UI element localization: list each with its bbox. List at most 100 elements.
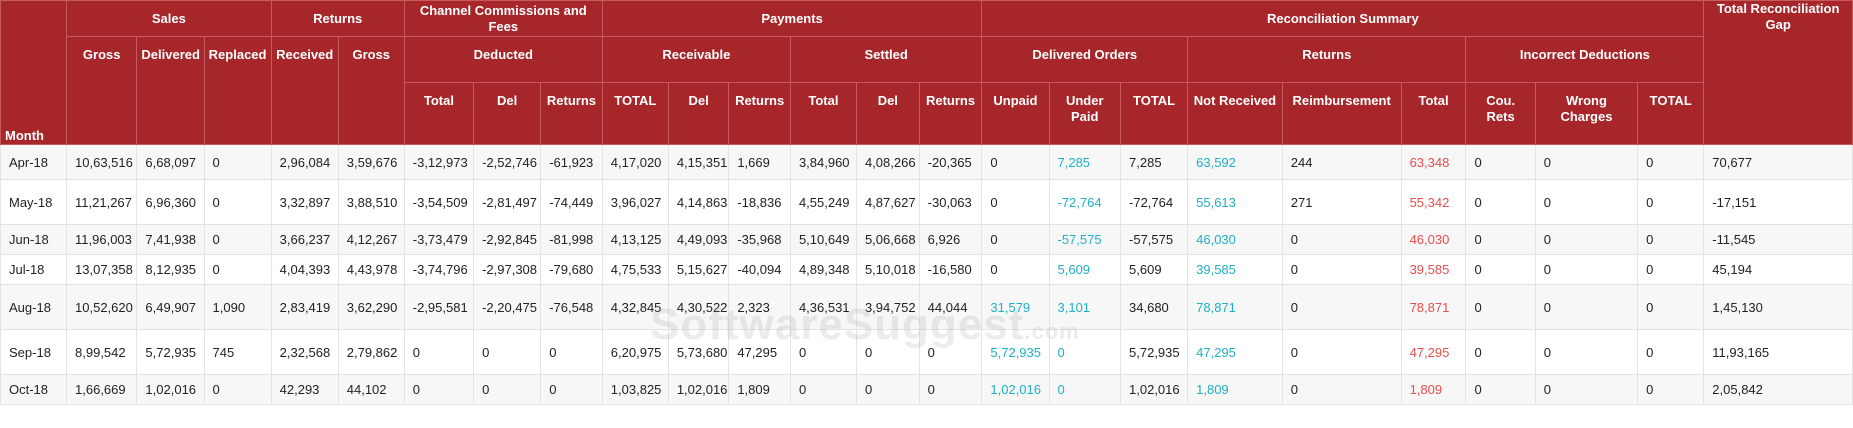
table-cell: 7,285 bbox=[1120, 144, 1189, 180]
table-cell: 2,05,842 bbox=[1703, 374, 1853, 405]
col-header-reimbursement[interactable]: Reimbursement bbox=[1281, 82, 1402, 145]
table-cell: 55,342 bbox=[1400, 179, 1467, 225]
table-cell: 2,96,084 bbox=[270, 144, 339, 180]
col-header-sales-delivered[interactable]: Delivered bbox=[136, 36, 205, 145]
table-cell: 0 bbox=[789, 374, 857, 405]
col-header-wrong-charges[interactable]: Wrong Charges bbox=[1534, 82, 1639, 145]
col-header-cou-rets[interactable]: Cou. Rets bbox=[1465, 82, 1536, 145]
table-cell: 6,49,907 bbox=[136, 284, 205, 330]
table-cell: 0 bbox=[1465, 179, 1536, 225]
table-cell: -57,575 bbox=[1120, 224, 1189, 255]
table-cell: 6,68,097 bbox=[136, 144, 205, 180]
table-cell: 63,348 bbox=[1400, 144, 1467, 180]
col-header-receivable-returns[interactable]: Returns bbox=[728, 82, 791, 145]
col-header-deducted-total[interactable]: Total bbox=[403, 82, 475, 145]
table-cell: 5,72,935 bbox=[1120, 329, 1189, 375]
table-cell: 46,030 bbox=[1187, 224, 1283, 255]
table-cell: 5,10,649 bbox=[789, 224, 857, 255]
col-header-unpaid[interactable]: Unpaid bbox=[981, 82, 1050, 145]
table-cell: 47,295 bbox=[728, 329, 791, 375]
table-cell: 3,59,676 bbox=[337, 144, 405, 180]
table-row[interactable]: Sep-18 8,99,542 5,72,935 745 2,32,568 2,79,86… bbox=[0, 329, 1853, 375]
table-cell: 63,592 bbox=[1187, 144, 1283, 180]
table-cell: 0 bbox=[1281, 284, 1402, 330]
table-cell: 0 bbox=[1534, 329, 1639, 375]
subgroup-header-returns: Returns bbox=[1187, 36, 1467, 83]
table-cell: 0 bbox=[1637, 179, 1705, 225]
col-header-returns-gross[interactable]: Gross bbox=[337, 36, 405, 145]
table-cell: 42,293 bbox=[270, 374, 339, 405]
table-cell: 0 bbox=[1534, 374, 1639, 405]
table-cell: 3,84,960 bbox=[789, 144, 857, 180]
col-header-returns-total[interactable]: Total bbox=[1400, 82, 1467, 145]
table-cell: 0 bbox=[1281, 374, 1402, 405]
col-header-delivered-orders-total[interactable]: TOTAL bbox=[1120, 82, 1189, 145]
table-cell: 0 bbox=[1637, 374, 1705, 405]
reconciliation-table: Month Sales Returns Channel Commissions … bbox=[0, 0, 1853, 405]
table-row[interactable]: Jul-18 13,07,358 8,12,935 0 4,04,393 4,43,978… bbox=[0, 254, 1853, 285]
table-row[interactable]: Jun-18 11,96,003 7,41,938 0 3,66,237 4,12,267… bbox=[0, 224, 1853, 255]
table-cell: 7,41,938 bbox=[136, 224, 205, 255]
table-row[interactable]: May-18 11,21,267 6,96,360 0 3,32,897 3,88,510… bbox=[0, 179, 1853, 225]
table-cell: 0 bbox=[1281, 224, 1402, 255]
col-header-settled-total[interactable]: Total bbox=[789, 82, 857, 145]
col-header-settled-del[interactable]: Del bbox=[855, 82, 920, 145]
table-cell: 0 bbox=[789, 329, 857, 375]
cell-month: Apr-18 bbox=[0, 144, 68, 180]
subgroup-header-settled: Settled bbox=[789, 36, 983, 83]
col-header-sales-gross[interactable]: Gross bbox=[66, 36, 138, 145]
col-header-total-reconciliation-gap[interactable]: Total Reconciliation Gap bbox=[1703, 0, 1853, 145]
table-cell: 1,02,016 bbox=[136, 374, 205, 405]
table-cell: -3,12,973 bbox=[403, 144, 475, 180]
table-cell: 4,30,522 bbox=[667, 284, 730, 330]
col-header-month[interactable]: Month bbox=[0, 0, 68, 145]
table-cell: 10,52,620 bbox=[66, 284, 138, 330]
col-header-under-paid[interactable]: Under Paid bbox=[1048, 82, 1122, 145]
table-cell: 5,15,627 bbox=[667, 254, 730, 285]
table-cell: 4,15,351 bbox=[667, 144, 730, 180]
table-cell: 0 bbox=[403, 329, 475, 375]
table-cell: 31,579 bbox=[981, 284, 1050, 330]
cell-month: Jun-18 bbox=[0, 224, 68, 255]
table-cell: -3,74,796 bbox=[403, 254, 475, 285]
table-cell: 1,809 bbox=[728, 374, 791, 405]
table-body: Apr-18 10,63,516 6,68,097 0 2,96,084 3,59,676… bbox=[0, 144, 1853, 405]
table-cell: 55,613 bbox=[1187, 179, 1283, 225]
table-cell: 0 bbox=[1534, 179, 1639, 225]
table-cell: 5,73,680 bbox=[667, 329, 730, 375]
col-header-settled-returns[interactable]: Returns bbox=[918, 82, 983, 145]
table-cell: 0 bbox=[203, 254, 272, 285]
table-cell: 0 bbox=[1281, 329, 1402, 375]
col-header-returns-received[interactable]: Received bbox=[270, 36, 339, 145]
table-cell: 1,02,016 bbox=[1120, 374, 1189, 405]
table-cell: 244 bbox=[1281, 144, 1402, 180]
table-cell: 0 bbox=[203, 374, 272, 405]
table-row[interactable]: Apr-18 10,63,516 6,68,097 0 2,96,084 3,59,676… bbox=[0, 144, 1853, 180]
table-cell: 4,75,533 bbox=[601, 254, 669, 285]
table-cell: 45,194 bbox=[1703, 254, 1853, 285]
table-cell: 5,72,935 bbox=[136, 329, 205, 375]
col-header-receivable-del[interactable]: Del bbox=[667, 82, 730, 145]
col-header-deducted-returns[interactable]: Returns bbox=[540, 82, 603, 145]
table-cell: 78,871 bbox=[1400, 284, 1467, 330]
table-cell: 2,79,862 bbox=[337, 329, 405, 375]
table-cell: -3,54,509 bbox=[403, 179, 475, 225]
col-header-incorrect-deductions-total[interactable]: TOTAL bbox=[1637, 82, 1705, 145]
table-cell: 0 bbox=[1465, 374, 1536, 405]
table-header: Month Sales Returns Channel Commissions … bbox=[0, 0, 1853, 145]
table-cell: -2,97,308 bbox=[473, 254, 542, 285]
col-header-receivable-total[interactable]: TOTAL bbox=[601, 82, 669, 145]
table-cell: 1,02,016 bbox=[981, 374, 1050, 405]
table-row[interactable]: Oct-18 1,66,669 1,02,016 0 42,293 44,102 0 0 0 1,… bbox=[0, 374, 1853, 405]
col-header-sales-replaced[interactable]: Replaced bbox=[203, 36, 272, 145]
table-cell: 0 bbox=[1465, 284, 1536, 330]
table-cell: 0 bbox=[473, 374, 542, 405]
table-cell: 2,32,568 bbox=[270, 329, 339, 375]
table-row[interactable]: Aug-18 10,52,620 6,49,907 1,090 2,83,419 3,62… bbox=[0, 284, 1853, 330]
table-cell: 44,044 bbox=[918, 284, 983, 330]
table-cell: 70,677 bbox=[1703, 144, 1853, 180]
cell-month: Jul-18 bbox=[0, 254, 68, 285]
col-header-deducted-del[interactable]: Del bbox=[473, 82, 542, 145]
col-header-not-received[interactable]: Not Received bbox=[1187, 82, 1283, 145]
table-cell: -16,580 bbox=[918, 254, 983, 285]
